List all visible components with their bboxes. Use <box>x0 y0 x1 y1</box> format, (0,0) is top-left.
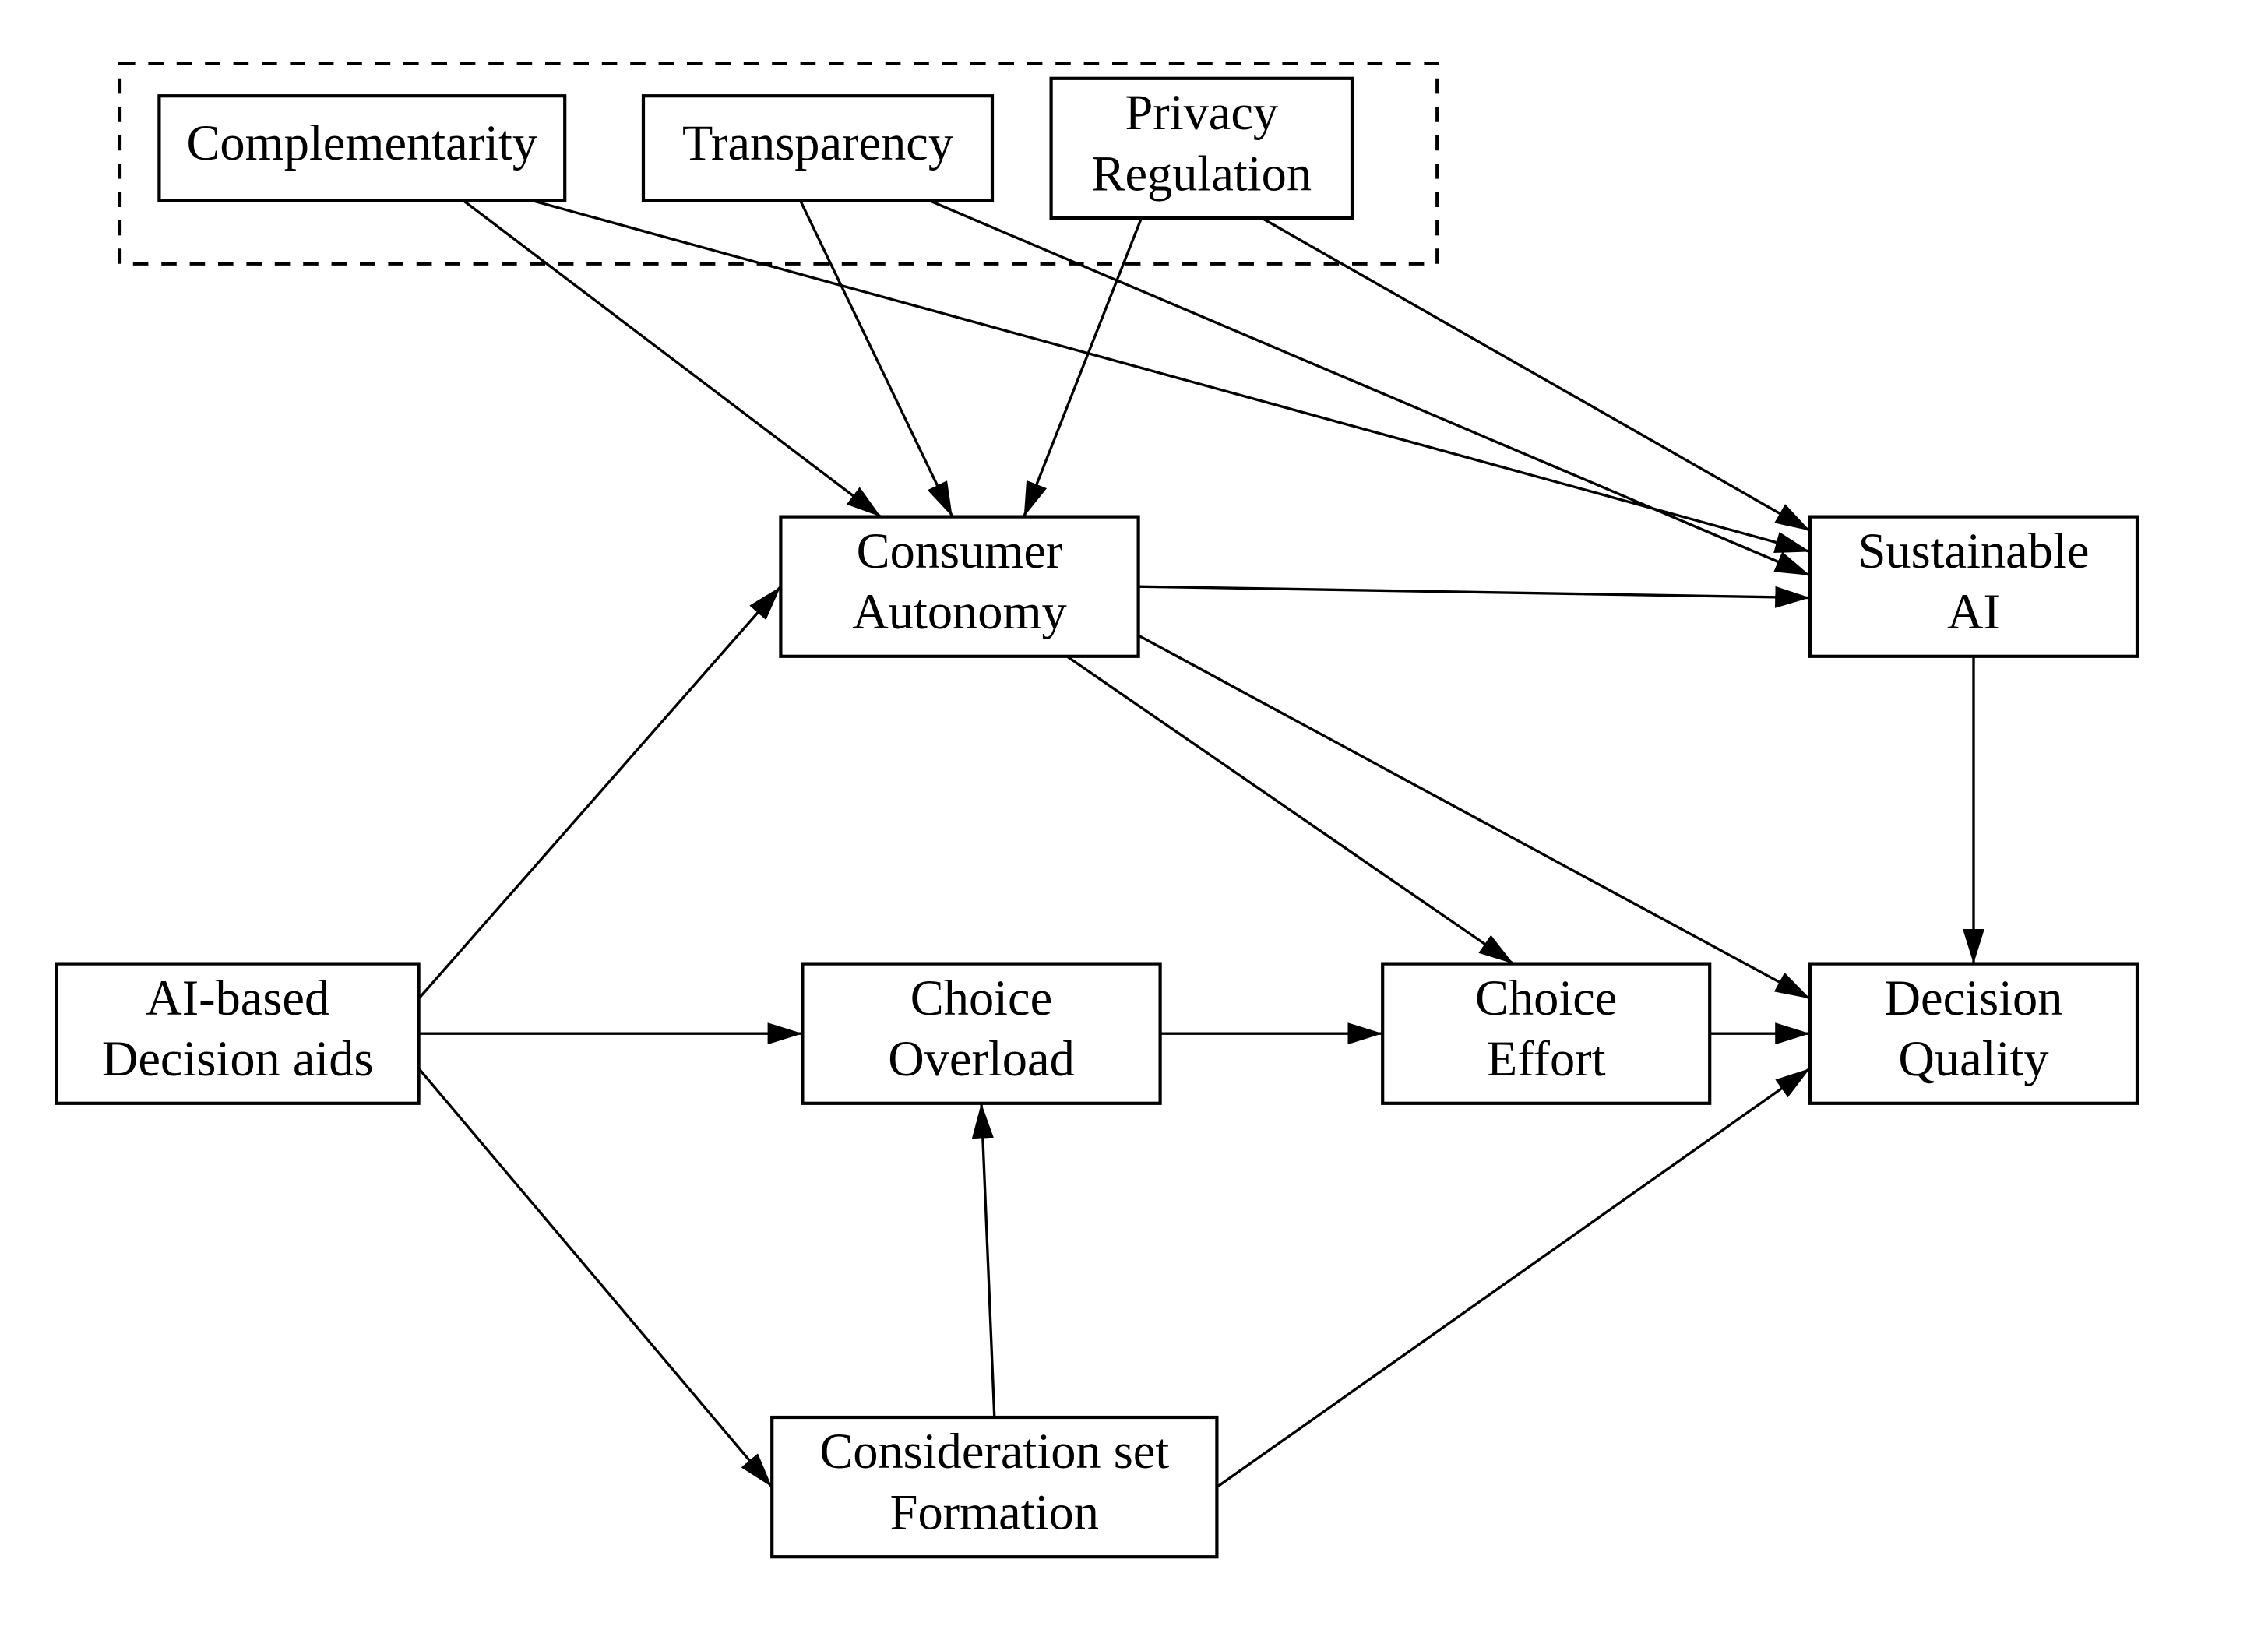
edge-consumer-autonomy-to-sustainable-ai <box>1139 586 1810 597</box>
flowchart-diagram: Complementarity Transparency Privacy Regula… <box>0 0 2268 1626</box>
edge-consideration-to-decision-quality <box>1217 1068 1810 1487</box>
node-ai-aids: AI-basedDecision aids <box>57 964 419 1103</box>
node-label: Transparency <box>682 115 953 171</box>
node-label: Decision <box>1885 970 2063 1026</box>
node-label: Quality <box>1898 1031 2048 1086</box>
node-consideration: Consideration set Formation <box>772 1417 1217 1557</box>
node-label: Choice <box>910 970 1052 1026</box>
edge-transparency-to-consumer-autonomy <box>801 201 953 517</box>
node-decision-quality: DecisionQuality <box>1810 964 2137 1103</box>
edge-privacy-to-sustainable-ai <box>1262 218 1810 531</box>
node-privacy: Privacy Regulation <box>1051 79 1352 218</box>
node-label: Consideration set <box>819 1424 1169 1479</box>
node-complementarity: Complementarity <box>159 96 565 200</box>
node-choice-overload: ChoiceOverload <box>802 964 1160 1103</box>
node-label: Choice <box>1475 970 1617 1026</box>
edges-layer <box>419 201 1974 1487</box>
nodes-layer: Complementarity Transparency Privacy Regula… <box>57 79 2137 1557</box>
edge-ai-aids-to-consideration <box>419 1068 773 1487</box>
edge-consumer-autonomy-to-choice-effort <box>1067 656 1513 964</box>
node-transparency: Transparency <box>643 96 992 200</box>
node-sustainable-ai: SustainableAI <box>1810 517 2137 656</box>
edge-ai-aids-to-consumer-autonomy <box>419 586 781 998</box>
node-label: Regulation <box>1092 146 1312 201</box>
node-choice-effort: ChoiceEffort <box>1382 964 1710 1103</box>
node-label: Consumer <box>857 523 1063 579</box>
node-label: Decision aids <box>102 1031 374 1086</box>
node-label: Formation <box>890 1485 1099 1540</box>
edge-complementarity-to-consumer-autonomy <box>463 201 881 517</box>
edge-consideration-to-choice-overload <box>981 1103 995 1417</box>
edge-complementarity-to-sustainable-ai <box>533 201 1810 552</box>
node-label: AI <box>1947 584 2000 639</box>
node-label: Autonomy <box>852 584 1066 639</box>
node-label: Complementarity <box>186 115 537 171</box>
edge-consumer-autonomy-to-decision-quality <box>1139 635 1810 998</box>
node-label: Effort <box>1487 1031 1606 1086</box>
node-label: Overload <box>888 1031 1075 1086</box>
node-label: AI-based <box>146 970 329 1026</box>
node-label: Sustainable <box>1858 523 2090 579</box>
node-label: Privacy <box>1125 85 1278 140</box>
node-consumer-autonomy: ConsumerAutonomy <box>780 517 1138 656</box>
